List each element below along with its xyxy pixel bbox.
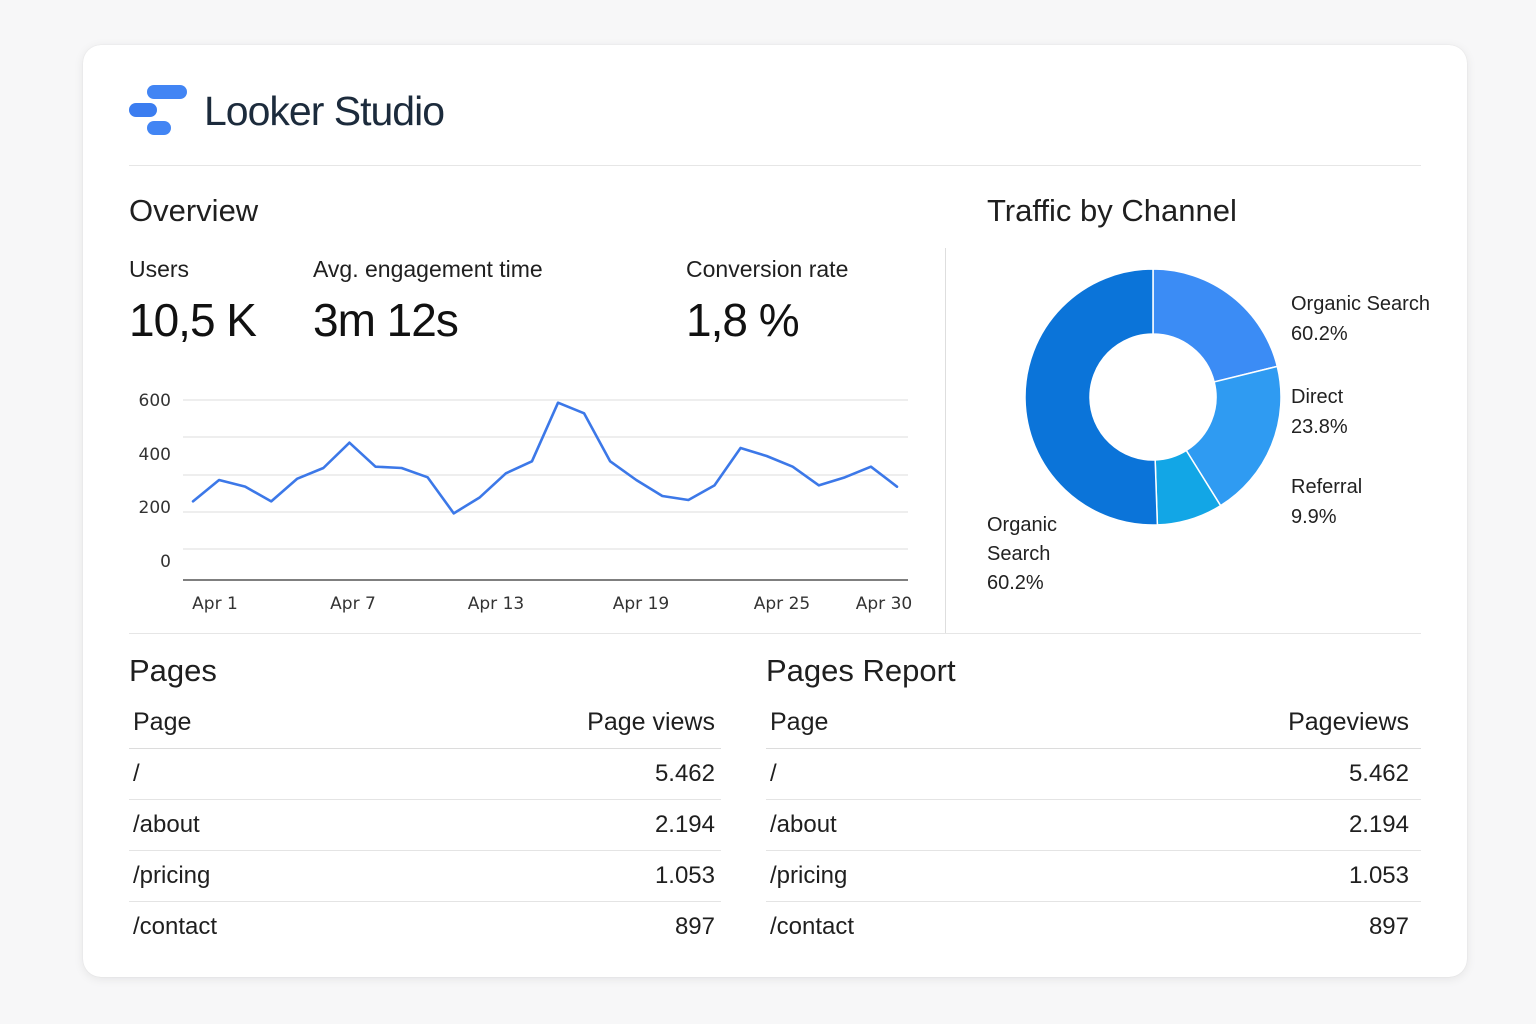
y-tick-label: 0 xyxy=(160,552,171,572)
donut-slice xyxy=(1152,268,1279,383)
column-header-page[interactable]: Page xyxy=(770,708,829,736)
column-header-page[interactable]: Page xyxy=(133,708,192,736)
y-tick-label: 400 xyxy=(139,445,171,465)
views-cell: 2.194 xyxy=(654,811,715,838)
x-tick-label: Apr 25 xyxy=(754,594,810,614)
views-cell: 897 xyxy=(674,913,715,940)
table-row[interactable]: /contact 897 xyxy=(129,902,721,953)
column-header-page-views[interactable]: Page views xyxy=(587,708,715,736)
header-divider xyxy=(129,165,1421,166)
legend-organic-search-pct: 60.2% xyxy=(1291,323,1348,345)
legend-direct: Direct 23.8% xyxy=(1291,382,1348,442)
pages-report-title: Pages Report xyxy=(766,653,956,688)
legend-referral-name: Referral xyxy=(1291,476,1363,498)
legend-direct-pct: 23.8% xyxy=(1291,416,1348,438)
page-cell: /contact xyxy=(133,913,218,940)
donut-label-pct: 60.2% xyxy=(987,572,1044,594)
donut-organic-search-label: Organic Search 60.2% xyxy=(987,511,1057,598)
donut-label-line2: Search xyxy=(987,543,1051,565)
metric-label-engagement: Avg. engagement time xyxy=(313,256,543,282)
legend-referral: Referral 9.9% xyxy=(1291,472,1362,532)
views-cell: 1.053 xyxy=(654,862,715,889)
donut-slice xyxy=(1185,365,1282,507)
x-tick-label: Apr 19 xyxy=(613,594,669,614)
metric-value-conversion: 1,8 % xyxy=(686,294,800,346)
views-cell: 1.053 xyxy=(1348,862,1409,889)
table-row[interactable]: /pricing 1.053 xyxy=(129,851,721,902)
table-row[interactable]: /pricing 1.053 xyxy=(766,851,1421,902)
column-header-pageviews[interactable]: Pageviews xyxy=(1288,708,1409,736)
app-title: Looker Studio xyxy=(204,88,445,134)
x-tick-label: Apr 1 xyxy=(192,594,238,614)
metric-value-engagement: 3m 12s xyxy=(313,294,459,346)
table-row[interactable]: /about 2.194 xyxy=(766,800,1421,851)
table-row[interactable]: /about 2.194 xyxy=(129,800,721,851)
table-header: Page Pageviews xyxy=(766,699,1421,749)
y-tick-label: 200 xyxy=(139,498,171,518)
pages-report-table: Page Pageviews / 5.462 /about 2.194 /pri… xyxy=(766,699,1421,953)
table-row[interactable]: / 5.462 xyxy=(766,749,1421,800)
dashboard-card: Looker Studio Overview Users 10,5 K Avg.… xyxy=(83,45,1467,977)
users-line-chart: 600 400 200 0 Apr 1 Apr 7 Apr 13 Apr 19 Apr 25 Ap… xyxy=(139,391,913,614)
x-tick-label: Apr 30 xyxy=(856,594,912,614)
metric-value-users: 10,5 K xyxy=(129,294,257,346)
views-cell: 5.462 xyxy=(654,760,715,787)
page-cell: /contact xyxy=(770,913,855,940)
page-cell: / xyxy=(133,760,140,787)
traffic-donut-chart xyxy=(1024,268,1282,526)
donut-label-line1: Organic xyxy=(987,514,1058,536)
metric-label-users: Users xyxy=(129,256,190,282)
legend-referral-pct: 9.9% xyxy=(1291,506,1337,528)
x-tick-label: Apr 13 xyxy=(468,594,524,614)
legend-organic-search: Organic Search 60.2% xyxy=(1291,289,1430,349)
y-tick-label: 600 xyxy=(139,391,171,411)
table-row[interactable]: /contact 897 xyxy=(766,902,1421,953)
page-cell: / xyxy=(770,760,777,787)
pages-title: Pages xyxy=(129,653,217,688)
legend-direct-name: Direct xyxy=(1291,386,1344,408)
metric-label-conversion: Conversion rate xyxy=(686,256,849,282)
table-header: Page Page views xyxy=(129,699,721,749)
views-cell: 5.462 xyxy=(1348,760,1409,787)
traffic-title: Traffic by Channel xyxy=(987,193,1237,228)
table-row[interactable]: / 5.462 xyxy=(129,749,721,800)
x-tick-label: Apr 7 xyxy=(330,594,376,614)
overview-title: Overview xyxy=(129,193,259,228)
users-series-line xyxy=(191,401,899,515)
views-cell: 897 xyxy=(1368,913,1409,940)
overview-traffic-divider xyxy=(945,248,946,633)
looker-studio-logo-icon xyxy=(129,85,187,135)
legend-organic-search-name: Organic Search xyxy=(1291,293,1430,315)
views-cell: 2.194 xyxy=(1348,811,1409,838)
section-divider xyxy=(129,633,1421,634)
pages-table: Page Page views / 5.462 /about 2.194 /pr… xyxy=(129,699,721,953)
donut-slice xyxy=(1024,268,1159,526)
page-cell: /about xyxy=(133,811,200,838)
page-cell: /pricing xyxy=(133,862,211,889)
page-cell: /about xyxy=(770,811,837,838)
page-cell: /pricing xyxy=(770,862,848,889)
